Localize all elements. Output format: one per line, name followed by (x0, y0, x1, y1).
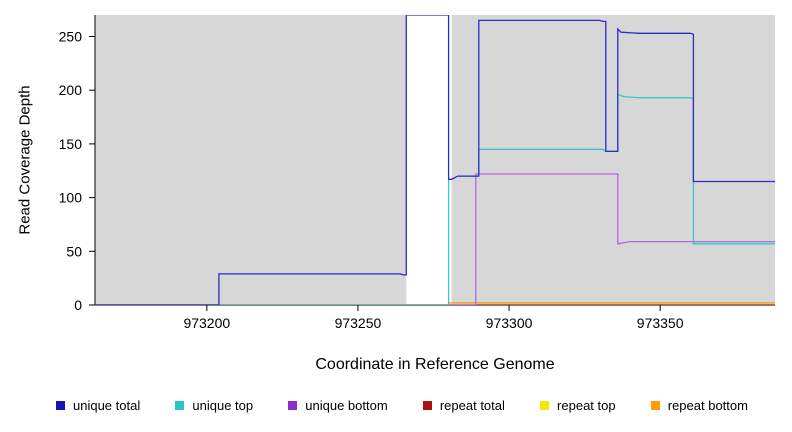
legend-label: unique total (73, 398, 141, 413)
y-tick-label: 150 (59, 136, 83, 152)
y-tick-label: 200 (59, 82, 83, 98)
legend-swatch-icon (288, 401, 298, 410)
legend-label: unique top (192, 398, 254, 413)
legend: unique total unique top unique bottom repea… (0, 398, 792, 413)
legend-label: unique bottom (305, 398, 388, 413)
legend-swatch-icon (422, 401, 432, 410)
y-axis-title: Read Coverage Depth (16, 85, 34, 235)
plot-background-region (451, 15, 775, 305)
x-tick-label: 973200 (183, 315, 230, 331)
legend-item-repeat-top: repeat top (540, 398, 616, 413)
legend-label: repeat total (439, 398, 505, 413)
legend-swatch-icon (56, 401, 65, 410)
x-axis-title: Coordinate in Reference Genome (315, 356, 555, 373)
legend-item-unique-bottom: unique bottom (288, 398, 388, 413)
x-tick-label: 973250 (335, 315, 382, 331)
legend-item-unique-total: unique total (56, 398, 140, 413)
legend-item-repeat-total: repeat total (422, 398, 505, 413)
legend-swatch-icon (540, 401, 550, 410)
legend-item-unique-top: unique top (175, 398, 253, 413)
legend-swatch-icon (650, 401, 660, 410)
series-group (95, 15, 775, 305)
x-tick-label: 973300 (486, 315, 533, 331)
legend-swatch-icon (175, 401, 185, 410)
legend-label: repeat bottom (667, 398, 748, 413)
plot-background-region (95, 15, 407, 305)
series-unique-bottom-line (95, 173, 775, 305)
y-tick-label: 50 (66, 243, 82, 259)
y-tick-label: 0 (74, 297, 82, 313)
y-tick-label: 250 (59, 28, 83, 44)
legend-label: repeat top (557, 398, 616, 413)
legend-item-repeat-bottom: repeat bottom (650, 398, 748, 413)
y-tick-label: 100 (59, 190, 83, 206)
x-tick-label: 973350 (637, 315, 684, 331)
series-unique-total-line (95, 15, 775, 305)
